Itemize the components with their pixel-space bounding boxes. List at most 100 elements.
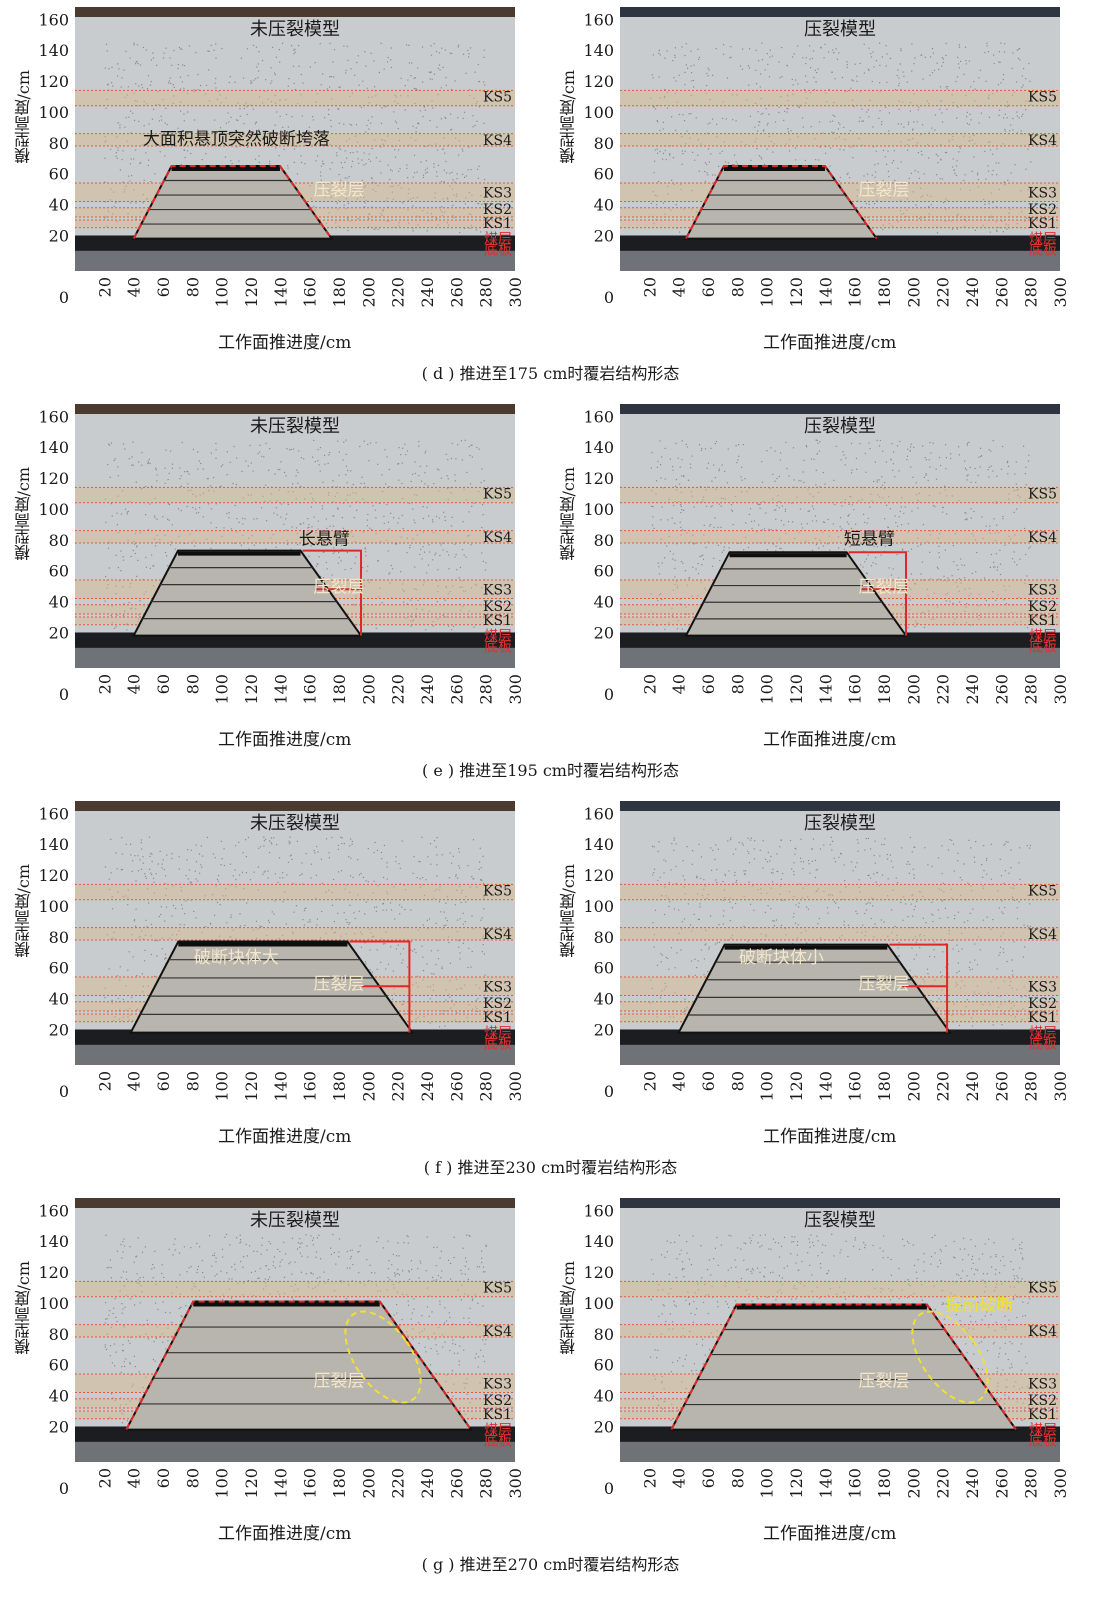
layer-label: 煤层 — [1029, 1423, 1057, 1439]
y-axis-label: 模型高度/cm — [14, 70, 33, 164]
x-axis-label: 工作面推进度/cm — [218, 333, 352, 353]
layer-label: 底板 — [484, 1433, 512, 1449]
x-tick-label: 300 — [506, 1071, 525, 1102]
x-tick-label: 180 — [875, 674, 894, 705]
y-tick-label: 160 — [583, 10, 614, 29]
x-tick-label: 160 — [846, 674, 865, 705]
x-tick-label: 260 — [992, 674, 1011, 705]
annotation-label: 压裂层 — [314, 180, 365, 200]
photo-frame-top — [75, 1198, 515, 1208]
floor-strip — [620, 250, 1060, 271]
y-axis-label: 模型高度/cm — [559, 864, 578, 958]
y-tick-label: 100 — [38, 1294, 69, 1313]
y-tick-label: 160 — [38, 804, 69, 823]
y-tick-label: 40 — [49, 593, 69, 612]
layer-label: KS3 — [1028, 979, 1057, 995]
stratum-band — [75, 133, 515, 146]
annotation-label: 大面积悬顶突然破断垮落 — [143, 129, 330, 149]
layer-label: 煤层 — [484, 629, 512, 645]
x-tick-label: 80 — [183, 277, 202, 297]
y-tick-label: 60 — [594, 1356, 614, 1375]
panel-fractured: KS5 KS4 KS3 KS2 KS1 煤层 底板 压裂模型 短悬臂 压裂层 0 20 40 60 80 10… — [545, 397, 1095, 753]
caving-boundary-outline — [670, 1303, 1017, 1431]
photo-frame-top — [620, 1198, 1060, 1208]
photo-frame-top — [620, 801, 1060, 811]
x-tick-label: 200 — [904, 1071, 923, 1102]
x-tick-label: 60 — [154, 1468, 173, 1488]
panel-unfractured: KS5 KS4 KS3 KS2 KS1 煤层 底板 未压裂模型 压裂层 0 20 40 60 80 100 1… — [0, 1191, 550, 1547]
cantilever-bracket — [349, 940, 411, 1033]
x-tick-label: 60 — [154, 277, 173, 297]
layer-label: KS5 — [483, 884, 512, 900]
layer-label: KS4 — [1028, 927, 1057, 943]
layer-label: KS1 — [483, 1010, 512, 1026]
stratum-band — [620, 927, 1060, 940]
x-tick-label: 80 — [728, 674, 747, 694]
y-tick-label: 0 — [604, 1082, 614, 1101]
stratum-band — [620, 884, 1060, 900]
annotation-label: 压裂层 — [859, 974, 910, 994]
x-tick-label: 80 — [728, 1071, 747, 1091]
y-tick-label: 160 — [38, 407, 69, 426]
y-tick-label: 100 — [38, 897, 69, 916]
layer-label: KS2 — [1028, 996, 1057, 1012]
caved-zone — [132, 549, 363, 637]
photo-frame-top — [75, 801, 515, 811]
floor-strip — [620, 647, 1060, 668]
y-tick-label: 20 — [594, 623, 614, 642]
layer-label: KS5 — [483, 90, 512, 106]
y-tick-label: 160 — [583, 804, 614, 823]
x-tick-label: 180 — [330, 1071, 349, 1102]
x-tick-label: 40 — [125, 674, 144, 694]
x-tick-label: 180 — [875, 1468, 894, 1499]
stratum-band — [620, 530, 1060, 543]
x-tick-label: 80 — [183, 1071, 202, 1091]
y-tick-label: 20 — [594, 226, 614, 245]
layer-label: 煤层 — [484, 1026, 512, 1042]
stratum-band — [620, 133, 1060, 146]
layer-label: KS3 — [483, 185, 512, 201]
y-tick-label: 20 — [49, 1417, 69, 1436]
x-tick-label: 260 — [992, 1468, 1011, 1499]
x-tick-label: 40 — [670, 277, 689, 297]
y-axis-label: 模型高度/cm — [559, 1261, 578, 1355]
speckle-pattern — [104, 42, 487, 234]
y-tick-label: 100 — [583, 1294, 614, 1313]
x-tick-label: 140 — [816, 1071, 835, 1102]
x-tick-label: 60 — [154, 1071, 173, 1091]
layer-label: KS3 — [1028, 185, 1057, 201]
annotation-label: 长悬臂 — [299, 529, 350, 549]
y-tick-label: 140 — [583, 1232, 614, 1251]
x-tick-label: 260 — [992, 1071, 1011, 1102]
panel-title: 压裂模型 — [804, 813, 876, 834]
y-tick-label: 120 — [583, 72, 614, 91]
x-axis-label: 工作面推进度/cm — [218, 730, 352, 750]
x-tick-label: 220 — [389, 1468, 408, 1499]
x-tick-label: 20 — [95, 1071, 114, 1091]
y-tick-label: 80 — [594, 1325, 614, 1344]
caved-zone — [129, 940, 415, 1034]
x-tick-label: 220 — [934, 1468, 953, 1499]
x-tick-label: 300 — [1051, 1468, 1070, 1499]
layer-label: 煤层 — [484, 1423, 512, 1439]
annotation-label: 短悬臂 — [844, 529, 895, 549]
x-tick-label: 240 — [963, 674, 982, 705]
layer-label: 煤层 — [1029, 232, 1057, 248]
x-tick-label: 180 — [875, 277, 894, 308]
cantilever-bracket — [848, 551, 907, 636]
x-tick-label: 60 — [699, 1071, 718, 1091]
panel-title: 压裂模型 — [804, 19, 876, 40]
y-tick-label: 100 — [583, 103, 614, 122]
layer-label: KS4 — [483, 133, 512, 149]
caved-zone — [677, 943, 952, 1034]
floor-strip — [75, 647, 515, 668]
x-tick-label: 160 — [846, 1468, 865, 1499]
annotation-label: 提前破断 — [945, 1296, 1013, 1316]
layer-label: KS5 — [483, 487, 512, 503]
y-tick-label: 140 — [38, 41, 69, 60]
y-tick-label: 20 — [49, 226, 69, 245]
x-tick-label: 280 — [1022, 1468, 1041, 1499]
y-tick-label: 100 — [583, 500, 614, 519]
